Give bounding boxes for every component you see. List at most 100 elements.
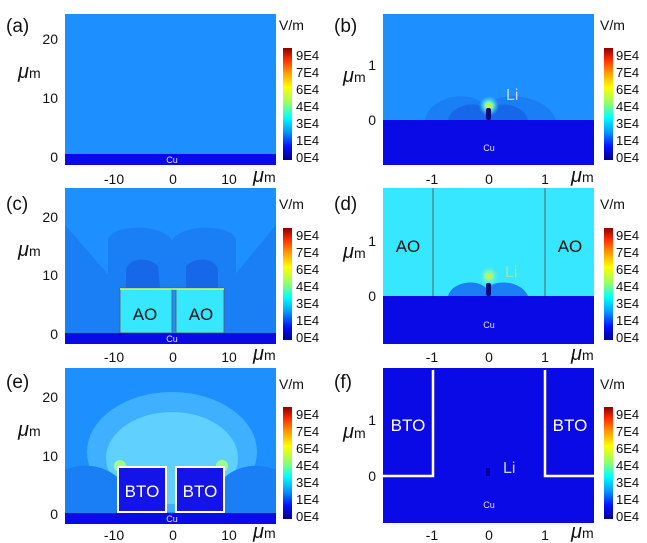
y-tick-c-0: 0 [50,326,58,342]
cb-b-1: 7E4 [616,65,639,80]
y-tick-f-0: 0 [368,468,376,484]
lobe-left-e [65,465,118,513]
lobe-dark-2-c [186,259,218,288]
x-tick-c-0: 0 [169,349,177,365]
panel-label-e: (e) [6,372,29,393]
li-tip-f [486,468,490,476]
li-tip-b [486,108,491,120]
y-tick-d-0: 0 [368,288,376,304]
bto-label-left-f: BTO [391,416,426,435]
y-unit-d: μm [342,241,366,263]
cb-d-5: 1E4 [616,313,639,328]
cb-a-3: 4E4 [296,99,319,114]
cb-d-0: 9E4 [616,228,639,243]
x-tick-f-1: 1 [541,527,549,543]
ao-label-right-c: AO [189,305,214,324]
bto-label-right-e: BTO [183,482,218,501]
bto-block-right-e [175,466,225,513]
colorbar-unit-c: V/m [279,196,304,212]
ao-label-left-c: AO [133,305,158,324]
x-tick-a-0: 0 [169,171,177,187]
panel-d: (d) Li AO AO Cu 1 0 μm -1 0 1 μm V/m 9E4… [334,188,639,365]
x-unit-f: μm [570,521,594,543]
cb-b-2: 6E4 [616,82,639,97]
y-tick-a-20: 20 [42,31,58,47]
ao-label-right-d: AO [558,237,583,256]
lobe-right-e [224,465,276,513]
cu-substrate-c [65,333,276,344]
x-tick-d-neg1: -1 [426,349,439,365]
cb-e-0: 9E4 [296,407,319,422]
ao-block-right-c [175,287,225,334]
colorbar-unit-a: V/m [279,17,304,33]
colorbar-unit-e: V/m [279,376,304,392]
y-tick-d-1: 1 [368,233,376,249]
panel-label-b: (b) [334,16,357,37]
cb-a-5: 1E4 [296,133,319,148]
x-tick-c-neg10: -10 [104,349,124,365]
x-unit-e: μm [252,521,276,543]
colorbar-a [283,48,292,160]
x-tick-b-neg1: -1 [426,171,439,187]
cb-f-3: 4E4 [616,458,639,473]
panel-label-a: (a) [6,16,29,37]
cb-e-1: 7E4 [296,424,319,439]
y-unit-b: μm [342,65,366,87]
cb-f-2: 6E4 [616,441,639,456]
cb-b-3: 4E4 [616,99,639,114]
y-unit-a: μm [17,61,41,83]
x-tick-e-0: 0 [169,527,177,543]
y-tick-f-1: 1 [368,412,376,428]
cb-a-6: 0E4 [296,150,319,165]
bto-label-left-e: BTO [125,482,160,501]
x-unit-d: μm [570,343,594,365]
cb-e-2: 6E4 [296,441,319,456]
y-unit-e: μm [17,419,41,441]
y-tick-b-0: 0 [368,112,376,128]
cb-c-0: 9E4 [296,228,319,243]
y-tick-a-0: 0 [50,149,58,165]
li-label-b: Li [506,87,518,104]
x-tick-f-neg1: -1 [426,527,439,543]
cb-c-2: 6E4 [296,262,319,277]
cu-label-a: Cu [166,155,178,165]
panel-f: (f) BTO BTO Li Cu 1 0 μm -1 0 1 μm V/m 9… [334,368,639,543]
cb-b-4: 3E4 [616,116,639,131]
cb-a-4: 3E4 [296,116,319,131]
x-tick-d-1: 1 [541,349,549,365]
y-tick-e-0: 0 [50,506,58,522]
colorbar-d [604,228,613,340]
bto-label-right-f: BTO [553,416,588,435]
li-hotspot-b [479,96,499,116]
x-unit-a: μm [252,165,276,187]
bto-block-left-e [117,466,167,513]
cb-c-6: 0E4 [296,330,319,345]
panel-label-d: (d) [334,194,357,215]
panel-a: (a) Cu 20 10 0 μm -10 0 10 μm V/m 9E4 7E… [6,14,319,187]
colorbar-unit-f: V/m [600,376,625,392]
fan-right-c [224,225,276,333]
y-tick-c-20: 20 [42,209,58,225]
panel-e: (e) BTO BTO Cu 20 10 0 μm -10 0 10 μm V/… [6,368,319,543]
cb-b-5: 1E4 [616,133,639,148]
cb-c-1: 7E4 [296,245,319,260]
cb-d-6: 0E4 [616,330,639,345]
x-tick-e-neg10: -10 [104,527,124,543]
cb-f-6: 0E4 [616,509,639,524]
field-plot-a [65,14,276,158]
lobe-dark-1-c [126,259,160,288]
cb-e-4: 3E4 [296,475,319,490]
li-tip-d [486,283,491,296]
colorbar-e [283,407,292,519]
cb-f-4: 3E4 [616,475,639,490]
cb-a-1: 7E4 [296,65,319,80]
cb-f-0: 9E4 [616,407,639,422]
cu-substrate-d [383,296,594,344]
cu-substrate-b [383,120,594,165]
y-tick-c-10: 10 [42,267,58,283]
colorbar-f [604,407,613,519]
cb-c-4: 3E4 [296,296,319,311]
cb-e-6: 0E4 [296,509,319,524]
y-unit-c: μm [17,239,41,261]
li-label-d: Li [505,264,517,281]
